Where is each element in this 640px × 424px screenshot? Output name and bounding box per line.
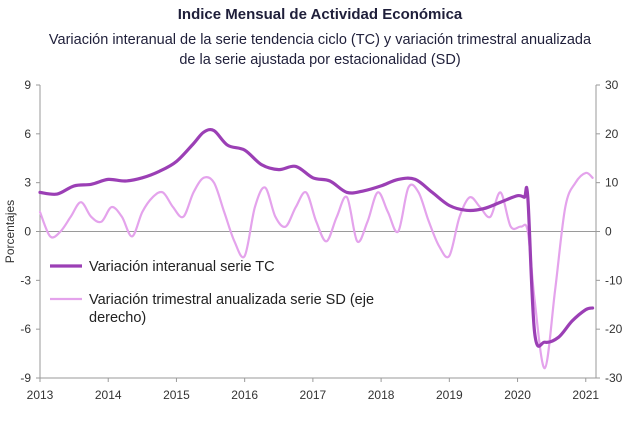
y2-tick-label: -10 [605,273,623,287]
y-tick-label: 6 [24,127,31,141]
x-tick-label: 2021 [572,388,599,402]
series-line-sd [38,171,594,370]
chart-subtitle-line-1: Variación interanual de la serie tendenc… [48,32,592,48]
y-tick-label: -9 [20,371,31,385]
legend-label-sd: Variación trimestral anualizada serie SD… [89,292,374,326]
y2-tick-label: -20 [605,322,623,336]
chart-subtitle-line-2: de la serie ajustada por estacionalidad … [179,52,461,68]
y-axis-label: Porcentajes [3,200,17,263]
x-tick-label: 2020 [504,388,531,402]
y-tick-label: 0 [24,225,31,239]
x-tick-label: 2016 [231,388,258,402]
y-tick-label: 3 [24,176,31,190]
x-tick-label: 2019 [436,388,463,402]
x-tick-label: 2018 [368,388,395,402]
legend-label-tc: Variación interanual serie TC [89,259,275,275]
y-tick-label: -3 [20,273,31,287]
chart-title: Indice Mensual de Actividad Económica [177,6,463,23]
y2-tick-label: 30 [605,78,619,92]
y2-tick-label: 0 [605,225,612,239]
y2-tick-label: 10 [605,176,619,190]
y-tick-label: 9 [24,78,31,92]
y2-tick-label: -30 [605,371,623,385]
x-tick-label: 2015 [163,388,190,402]
y2-tick-label: 20 [605,127,619,141]
series-line-tc [38,127,595,348]
x-tick-label: 2014 [95,388,122,402]
x-tick-label: 2013 [27,388,54,402]
x-tick-label: 2017 [300,388,327,402]
y-tick-label: -6 [20,322,31,336]
